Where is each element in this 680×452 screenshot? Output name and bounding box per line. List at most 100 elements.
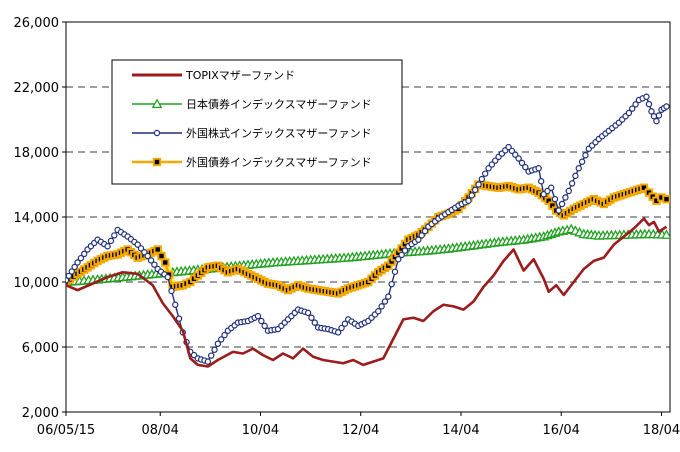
y-tick-label: 26,000 xyxy=(14,16,60,31)
data-point xyxy=(663,103,670,110)
data-point xyxy=(385,293,392,300)
data-point xyxy=(475,181,482,188)
data-point xyxy=(68,268,75,275)
data-point xyxy=(643,93,650,100)
data-point xyxy=(153,245,162,254)
data-point xyxy=(492,157,499,164)
data-point xyxy=(639,183,649,192)
legend-marker xyxy=(152,157,162,167)
x-tick-label: 14/04 xyxy=(442,423,479,438)
data-point xyxy=(661,229,670,239)
data-point xyxy=(334,329,342,336)
data-point xyxy=(81,250,88,258)
data-point xyxy=(482,170,489,177)
data-point xyxy=(144,252,151,260)
data-point xyxy=(565,187,572,195)
data-point xyxy=(465,197,472,204)
data-point xyxy=(211,346,218,353)
data-point xyxy=(645,100,653,108)
data-point xyxy=(164,273,171,281)
data-point xyxy=(137,245,145,252)
data-point xyxy=(548,184,555,191)
legend-marker xyxy=(153,129,161,137)
data-point xyxy=(582,152,589,159)
data-point xyxy=(204,358,212,365)
data-point xyxy=(578,158,586,165)
x-tick-label: 18/04 xyxy=(643,423,680,438)
legend-item-2: 日本債券インデックスマザーファンド xyxy=(132,97,372,111)
data-point xyxy=(478,175,486,183)
legend-label: 外国株式インデックスマザーファンド xyxy=(186,126,372,140)
data-point xyxy=(66,272,73,280)
data-point xyxy=(625,109,633,117)
data-point xyxy=(512,151,519,158)
legend-marker xyxy=(151,98,163,109)
legend-item-3: 外国株式インデックスマザーファンド xyxy=(132,126,372,140)
y-tick-label: 14,000 xyxy=(14,211,60,226)
series-group xyxy=(66,93,670,368)
data-point xyxy=(629,105,636,112)
data-point xyxy=(381,298,389,305)
legend-item-4: 外国債券インデックスマザーファンド xyxy=(132,155,372,169)
data-point xyxy=(254,312,262,320)
data-point xyxy=(66,277,70,284)
data-point xyxy=(558,200,566,208)
data-point xyxy=(508,147,516,155)
data-point xyxy=(398,251,405,259)
data-point xyxy=(151,261,158,268)
data-point xyxy=(572,172,579,180)
data-point xyxy=(653,117,660,125)
data-point xyxy=(338,324,345,332)
data-point xyxy=(551,195,559,203)
data-point xyxy=(555,207,562,214)
legend-label: 外国債券インデックスマザーファンド xyxy=(186,155,372,169)
data-point xyxy=(111,232,118,239)
data-point xyxy=(378,303,385,310)
y-tick-label: 2,000 xyxy=(22,406,59,421)
x-axis: 06/05/15 08/04 10/04 12/04 14/04 16/04 18/04 xyxy=(37,412,680,438)
data-point xyxy=(104,243,111,250)
data-point xyxy=(107,237,115,245)
data-point xyxy=(505,143,512,151)
data-point xyxy=(71,263,78,271)
data-point xyxy=(471,186,479,194)
x-tick-label: 12/04 xyxy=(342,423,379,438)
data-point xyxy=(175,315,183,322)
data-point xyxy=(168,287,175,295)
data-point xyxy=(421,227,429,235)
data-point xyxy=(141,249,148,256)
legend: TOPIXマザーファンド日本債券インデックスマザーファンド外国株式インデックスマ… xyxy=(111,59,403,185)
data-point xyxy=(488,161,496,168)
legend-label: 日本債券インデックスマザーファンド xyxy=(186,97,372,111)
data-point xyxy=(261,322,268,330)
data-point xyxy=(395,256,402,263)
legend-item-1: TOPIXマザーファンド xyxy=(132,69,295,82)
data-point xyxy=(391,268,399,275)
data-point xyxy=(74,259,81,266)
data-point xyxy=(221,331,228,339)
y-axis: 2,000 6,000 10,000 14,000 18,000 22,000 26,000 xyxy=(14,16,66,421)
data-point xyxy=(214,340,222,347)
y-tick-label: 18,000 xyxy=(14,146,60,161)
series-1 xyxy=(66,217,668,368)
data-point xyxy=(485,165,492,172)
y-tick-label: 22,000 xyxy=(14,81,60,96)
data-point xyxy=(172,301,179,308)
series-3 xyxy=(66,93,670,365)
data-point xyxy=(535,165,542,172)
data-point xyxy=(134,241,141,248)
data-point xyxy=(77,254,85,262)
data-point xyxy=(258,317,265,325)
data-point xyxy=(207,352,215,359)
data-point xyxy=(662,194,670,204)
data-point xyxy=(304,309,312,317)
data-point xyxy=(468,192,476,199)
data-point xyxy=(415,236,422,243)
data-point xyxy=(655,112,663,119)
data-point xyxy=(518,159,526,167)
data-point xyxy=(648,108,655,115)
x-tick-label: 06/05/15 xyxy=(37,423,95,438)
data-point xyxy=(401,247,409,254)
